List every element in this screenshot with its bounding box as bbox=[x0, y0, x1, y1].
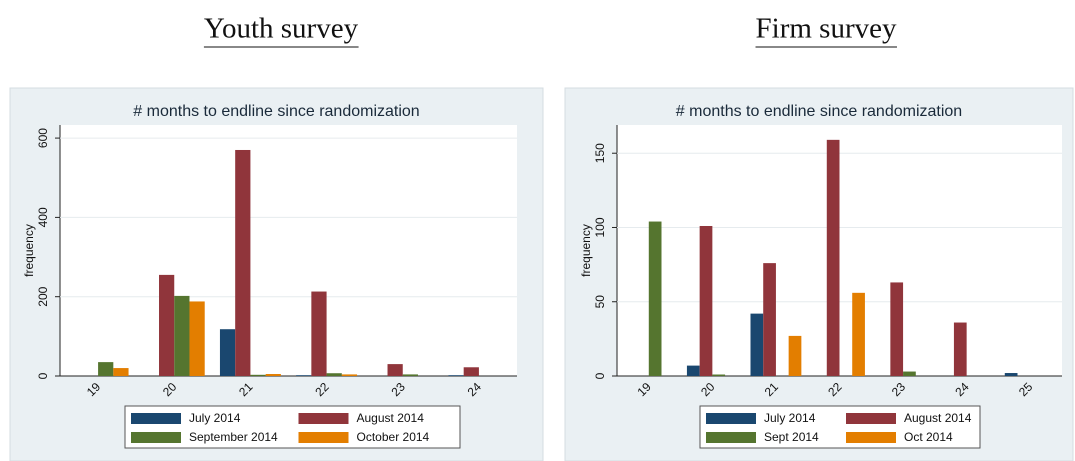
bar bbox=[648, 221, 662, 376]
bar bbox=[98, 362, 114, 376]
y-tick-label: 200 bbox=[36, 286, 50, 306]
y-tick-label: 400 bbox=[36, 207, 50, 227]
y-tick-label: 0 bbox=[36, 372, 50, 379]
bar bbox=[463, 367, 479, 376]
bar bbox=[448, 375, 464, 376]
bar bbox=[265, 374, 281, 376]
bar bbox=[750, 313, 764, 376]
bar bbox=[341, 374, 358, 376]
bar bbox=[296, 375, 312, 376]
bar bbox=[387, 364, 403, 376]
legend-label: Oct 2014 bbox=[904, 430, 953, 444]
bar bbox=[953, 322, 967, 376]
y-tick-label: 50 bbox=[593, 295, 607, 309]
legend-label: September 2014 bbox=[189, 430, 278, 444]
bar bbox=[826, 139, 840, 376]
bar bbox=[174, 295, 190, 376]
chart-title: # months to endline since randomization bbox=[133, 103, 419, 120]
legend-swatch bbox=[298, 432, 349, 443]
legend-label: July 2014 bbox=[189, 411, 241, 425]
bar bbox=[250, 374, 266, 376]
bar bbox=[219, 329, 236, 376]
legend-swatch bbox=[298, 413, 349, 424]
y-axis-label: frequency bbox=[579, 224, 593, 277]
bar bbox=[1004, 373, 1018, 376]
legend-swatch bbox=[706, 432, 756, 443]
bar bbox=[763, 263, 776, 376]
bar bbox=[189, 301, 205, 376]
panel-heading: Firm survey bbox=[756, 13, 897, 45]
legend-swatch bbox=[846, 432, 896, 443]
y-tick-label: 0 bbox=[593, 372, 607, 379]
legend-swatch bbox=[131, 432, 181, 443]
panel-heading: Youth survey bbox=[204, 13, 359, 45]
bar bbox=[890, 282, 904, 376]
bar bbox=[852, 292, 865, 376]
legend-label: October 2014 bbox=[357, 430, 430, 444]
bar bbox=[402, 374, 418, 376]
bar bbox=[159, 274, 175, 376]
legend-swatch bbox=[706, 413, 756, 424]
bar bbox=[788, 335, 802, 376]
bar bbox=[311, 291, 327, 376]
legend-label: July 2014 bbox=[764, 411, 816, 425]
bar bbox=[113, 368, 129, 376]
bar bbox=[712, 374, 726, 376]
plot-area bbox=[60, 125, 517, 376]
y-tick-label: 150 bbox=[593, 143, 607, 163]
legend-label: August 2014 bbox=[904, 411, 972, 425]
bar bbox=[686, 365, 700, 376]
legend-swatch bbox=[131, 413, 181, 424]
y-tick-label: 600 bbox=[36, 128, 50, 148]
y-tick-label: 100 bbox=[593, 217, 607, 237]
chart-title: # months to endline since randomization bbox=[676, 103, 962, 120]
legend-swatch bbox=[846, 413, 896, 424]
legend-label: August 2014 bbox=[357, 411, 425, 425]
bar bbox=[326, 373, 342, 376]
bar bbox=[699, 225, 713, 376]
y-axis-label: frequency bbox=[22, 224, 36, 277]
legend-label: Sept 2014 bbox=[764, 430, 819, 444]
bar bbox=[235, 149, 251, 376]
bar bbox=[903, 371, 916, 376]
